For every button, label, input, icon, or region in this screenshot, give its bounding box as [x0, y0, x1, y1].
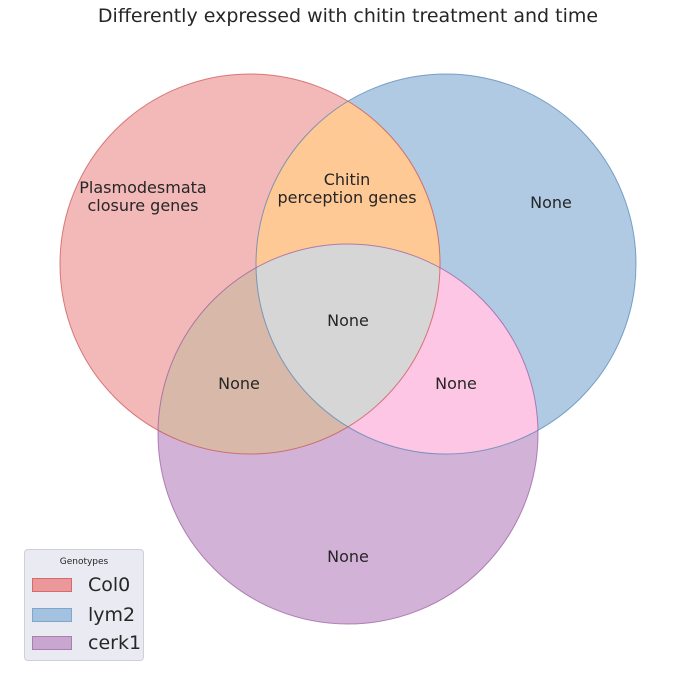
- region-label-line: None: [435, 374, 477, 393]
- chart-title: Differently expressed with chitin treatm…: [98, 5, 598, 27]
- legend-label-lym2: lym2: [88, 604, 136, 626]
- legend-item-lym2: lym2: [32, 604, 135, 626]
- region-label-line: perception genes: [277, 188, 416, 207]
- region-label-col0-only: Plasmodesmata closure genes: [79, 178, 206, 215]
- region-label-line: Chitin: [324, 170, 371, 189]
- legend-swatch-lym2: [32, 608, 72, 622]
- legend-swatch-col0: [32, 578, 72, 592]
- region-label-col0-cerk1: None: [218, 374, 260, 393]
- region-label-lym2-cerk1: None: [435, 374, 477, 393]
- region-label-line: None: [327, 311, 369, 330]
- legend: Genotypes Col0 lym2 cerk1: [24, 549, 144, 661]
- region-label-line: closure genes: [88, 196, 199, 215]
- legend-item-col0: Col0: [32, 574, 130, 596]
- legend-swatch-cerk1: [32, 636, 72, 650]
- region-label-line: None: [530, 193, 572, 212]
- set-outline-col0: [59, 73, 441, 455]
- region-label-all-three: None: [327, 311, 369, 330]
- region-label-cerk1-only: None: [327, 547, 369, 566]
- set-outline-cerk1: [157, 243, 539, 625]
- region-label-line: None: [327, 547, 369, 566]
- region-label-line: Plasmodesmata: [79, 178, 206, 197]
- set-outline-lym2: [255, 73, 637, 455]
- legend-item-cerk1: cerk1: [32, 632, 141, 654]
- region-label-line: None: [218, 374, 260, 393]
- legend-label-cerk1: cerk1: [88, 632, 142, 654]
- legend-label-col0: Col0: [88, 574, 131, 596]
- region-label-col0-lym2: Chitin perception genes: [277, 170, 416, 207]
- legend-title: Genotypes: [59, 557, 109, 567]
- region-label-lym2-only: None: [530, 193, 572, 212]
